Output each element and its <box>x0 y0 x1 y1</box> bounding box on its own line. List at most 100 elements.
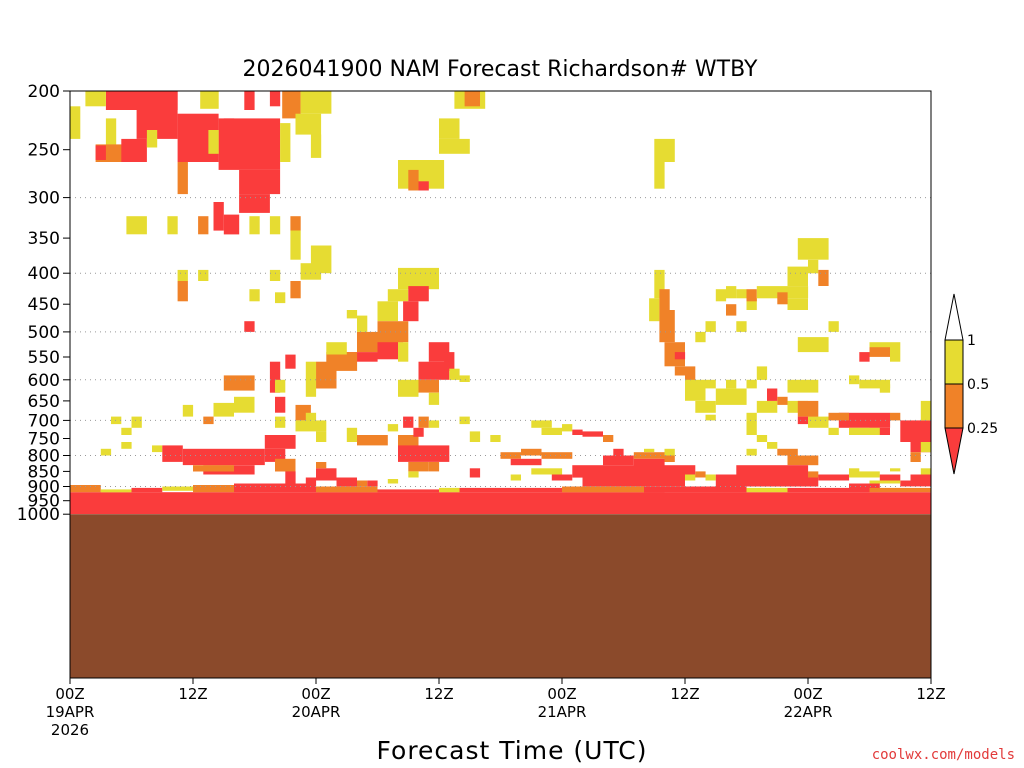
heatmap-cell-237 <box>131 487 163 493</box>
heatmap-cell-221 <box>726 286 737 299</box>
heatmap-cell-64 <box>326 342 347 355</box>
heatmap-cell-107 <box>121 427 132 435</box>
heatmap-cell-230 <box>818 269 829 286</box>
x-tick-label-4-1: 21APR <box>538 703 587 721</box>
heatmap-cell-248 <box>787 487 870 493</box>
y-tick-label-1000: 1000 <box>17 505 60 525</box>
heatmap-cell-82 <box>269 361 281 393</box>
heatmap-cell-227 <box>787 266 808 287</box>
heatmap-cell-209 <box>797 337 829 353</box>
y-tick-label-800: 800 <box>28 447 60 467</box>
heatmap-cell-236 <box>100 489 132 493</box>
heatmap-cell-16 <box>177 162 188 180</box>
heatmap-cell-174 <box>797 400 819 417</box>
heatmap-cell-66 <box>377 342 404 360</box>
heatmap-cell-67 <box>398 342 409 362</box>
x-tick-label-0-2: 2026 <box>51 721 89 739</box>
heatmap-cell-122 <box>305 477 317 487</box>
heatmap-cell-147 <box>510 474 521 481</box>
heatmap-cell-65 <box>305 361 317 397</box>
heatmap-cell-153 <box>644 448 655 453</box>
heatmap-cell-143 <box>664 455 675 462</box>
heatmap-cell-25 <box>464 91 480 107</box>
heatmap-cell-73 <box>444 352 455 371</box>
heatmap-cell-196 <box>808 471 819 478</box>
heatmap-cell-189 <box>756 435 768 442</box>
y-tick-label-650: 650 <box>28 392 60 412</box>
heatmap-cell-42 <box>290 230 301 260</box>
heatmap-cell-45 <box>177 269 188 281</box>
heatmap-cell-244 <box>459 487 562 493</box>
legend-label-1: 0.5 <box>967 377 989 393</box>
heatmap-cell-103 <box>459 416 470 425</box>
heatmap-cell-118 <box>275 458 296 472</box>
heatmap-cell-224 <box>756 286 809 299</box>
heatmap-cell-75 <box>459 375 470 382</box>
heatmap-cell-138 <box>613 448 624 456</box>
heatmap-cell-87 <box>275 416 286 428</box>
heatmap-cell-161 <box>685 375 696 382</box>
x-tick-label-2-0: 00Z <box>301 685 330 703</box>
x-tick-label-2-1: 20APR <box>292 703 341 721</box>
heatmap-cell-89 <box>316 431 327 442</box>
heatmap-cell-115 <box>193 465 234 472</box>
heatmap-cell-193 <box>787 455 819 466</box>
heatmap-cell-20 <box>282 91 301 119</box>
heatmap-cell-200 <box>910 474 931 481</box>
heatmap-cell-49 <box>269 269 281 281</box>
heatmap-cell-78 <box>234 396 255 413</box>
heatmap-cell-98 <box>398 445 450 462</box>
heatmap-cell-13 <box>239 194 270 213</box>
heatmap-cell-111 <box>152 445 163 453</box>
y-axis-ticks: 200 250 300 350 400 450 500 550 6006507007508008… <box>17 82 70 525</box>
heatmap-cell-231 <box>705 321 716 332</box>
heatmap-cell-172 <box>777 396 788 405</box>
heatmap-cell-90 <box>305 412 317 421</box>
heatmap-cell-197 <box>818 474 850 481</box>
heatmap-cell-116 <box>264 435 296 449</box>
heatmap-cell-71 <box>428 392 440 405</box>
heatmap-cell-167 <box>746 379 757 389</box>
heatmap-cell-182 <box>890 412 901 421</box>
gridlines <box>70 197 931 487</box>
heatmap-cell-135 <box>572 429 583 435</box>
heatmap-cell-108 <box>111 416 122 425</box>
heatmap-cell-234 <box>70 492 931 515</box>
heatmap-cell-72 <box>398 379 419 397</box>
heatmap-cell-63 <box>316 361 337 389</box>
heatmap-cell-109 <box>121 442 132 449</box>
heatmap-cell-56 <box>377 301 398 322</box>
heatmap-cell-80 <box>203 416 214 425</box>
heatmap-cell-23 <box>310 134 322 158</box>
ground-layer <box>70 514 931 678</box>
heatmap-cell-136 <box>582 431 603 437</box>
heatmap-cell-159 <box>674 352 686 360</box>
heatmap-cell-195 <box>715 474 819 487</box>
heatmap-cell-188 <box>746 420 757 435</box>
heatmap-cell-154 <box>654 269 665 299</box>
heatmap-cell-169 <box>746 412 757 421</box>
heatmap-cell-214 <box>869 347 890 357</box>
heatmap-cell-215 <box>859 352 870 362</box>
heatmap-cell-48 <box>249 289 260 302</box>
heatmap-cell-240 <box>234 483 316 493</box>
heatmap-cell-79 <box>213 402 234 417</box>
heatmap-cell-173 <box>787 400 808 413</box>
heatmap-cell-233 <box>828 321 839 332</box>
heatmap-cell-8 <box>146 130 158 148</box>
x-tick-label-4-0: 00Z <box>547 685 576 703</box>
heatmap-cell-100 <box>408 471 419 478</box>
heatmap-cell-163 <box>695 400 716 413</box>
heatmap-cell-134 <box>562 424 573 432</box>
legend-swatch-mid-high <box>944 339 964 385</box>
heatmap-cell-132 <box>531 420 552 428</box>
heatmap-cell-225 <box>787 298 808 310</box>
heatmap-cell-242 <box>377 489 439 493</box>
heatmap-cell-59 <box>357 315 368 332</box>
heatmap-cell-241 <box>316 486 378 493</box>
heatmap-cell-125 <box>367 480 378 487</box>
heatmap-cell-27 <box>439 138 470 154</box>
heatmap-cell-140 <box>633 452 665 459</box>
plot-frame <box>69 90 932 679</box>
y-tick-label-750: 750 <box>28 430 60 450</box>
